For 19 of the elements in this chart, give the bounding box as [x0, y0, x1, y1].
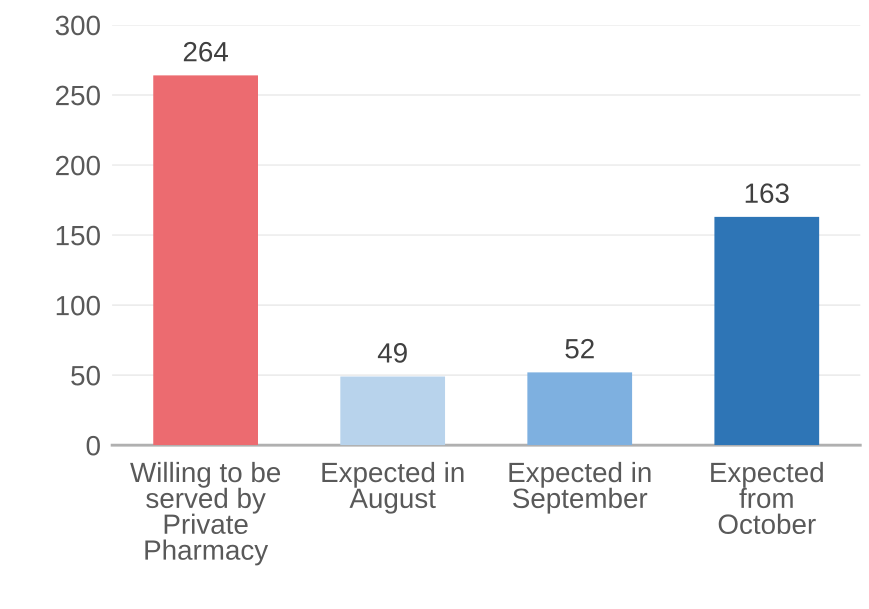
bar — [340, 376, 446, 446]
y-tick-label: 300 — [56, 16, 100, 36]
bar — [527, 372, 632, 446]
y-tick-label: 200 — [56, 156, 100, 176]
x-tick-label: Expected in September — [509, 462, 651, 514]
y-tick-label: 0 — [86, 436, 100, 456]
y-tick-label: 100 — [56, 296, 100, 316]
data-label: 49 — [378, 343, 407, 363]
x-tick-label: Expected from October — [711, 462, 823, 534]
bar — [714, 216, 820, 446]
data-label: 163 — [746, 183, 789, 204]
y-tick-label: 250 — [56, 86, 100, 106]
data-label: 52 — [565, 338, 594, 359]
y-tick-label: 50 — [71, 366, 100, 386]
y-tick-label: 150 — [56, 226, 100, 246]
data-label: 264 — [184, 42, 228, 62]
x-tick-label: Expected in August — [322, 462, 464, 514]
x-tick-label: Willing to be served by Private Pharmacy — [130, 462, 280, 566]
bar — [153, 75, 258, 446]
